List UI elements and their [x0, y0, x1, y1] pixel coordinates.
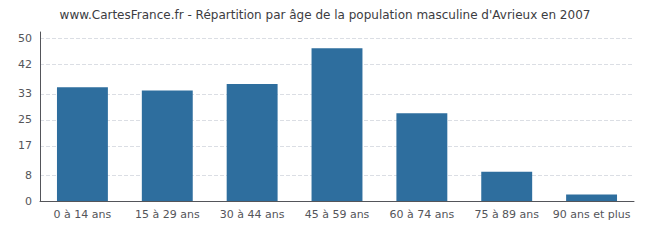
svg-text:75 à 89 ans: 75 à 89 ans	[474, 208, 539, 221]
svg-text:30 à 44 ans: 30 à 44 ans	[220, 208, 285, 221]
svg-text:0: 0	[25, 195, 32, 208]
svg-text:50: 50	[18, 32, 32, 45]
svg-text:60 à 74 ans: 60 à 74 ans	[390, 208, 455, 221]
svg-text:17: 17	[18, 139, 32, 152]
svg-text:25: 25	[18, 113, 32, 126]
svg-text:33: 33	[18, 87, 32, 100]
svg-text:15 à 29 ans: 15 à 29 ans	[135, 208, 200, 221]
svg-text:www.CartesFrance.fr - Répartit: www.CartesFrance.fr - Répartition par âg…	[60, 8, 591, 22]
svg-text:42: 42	[18, 58, 32, 71]
svg-text:8: 8	[25, 169, 32, 182]
svg-text:90 ans et plus: 90 ans et plus	[553, 208, 631, 221]
svg-text:0 à 14 ans: 0 à 14 ans	[54, 208, 112, 221]
svg-text:45 à 59 ans: 45 à 59 ans	[305, 208, 370, 221]
